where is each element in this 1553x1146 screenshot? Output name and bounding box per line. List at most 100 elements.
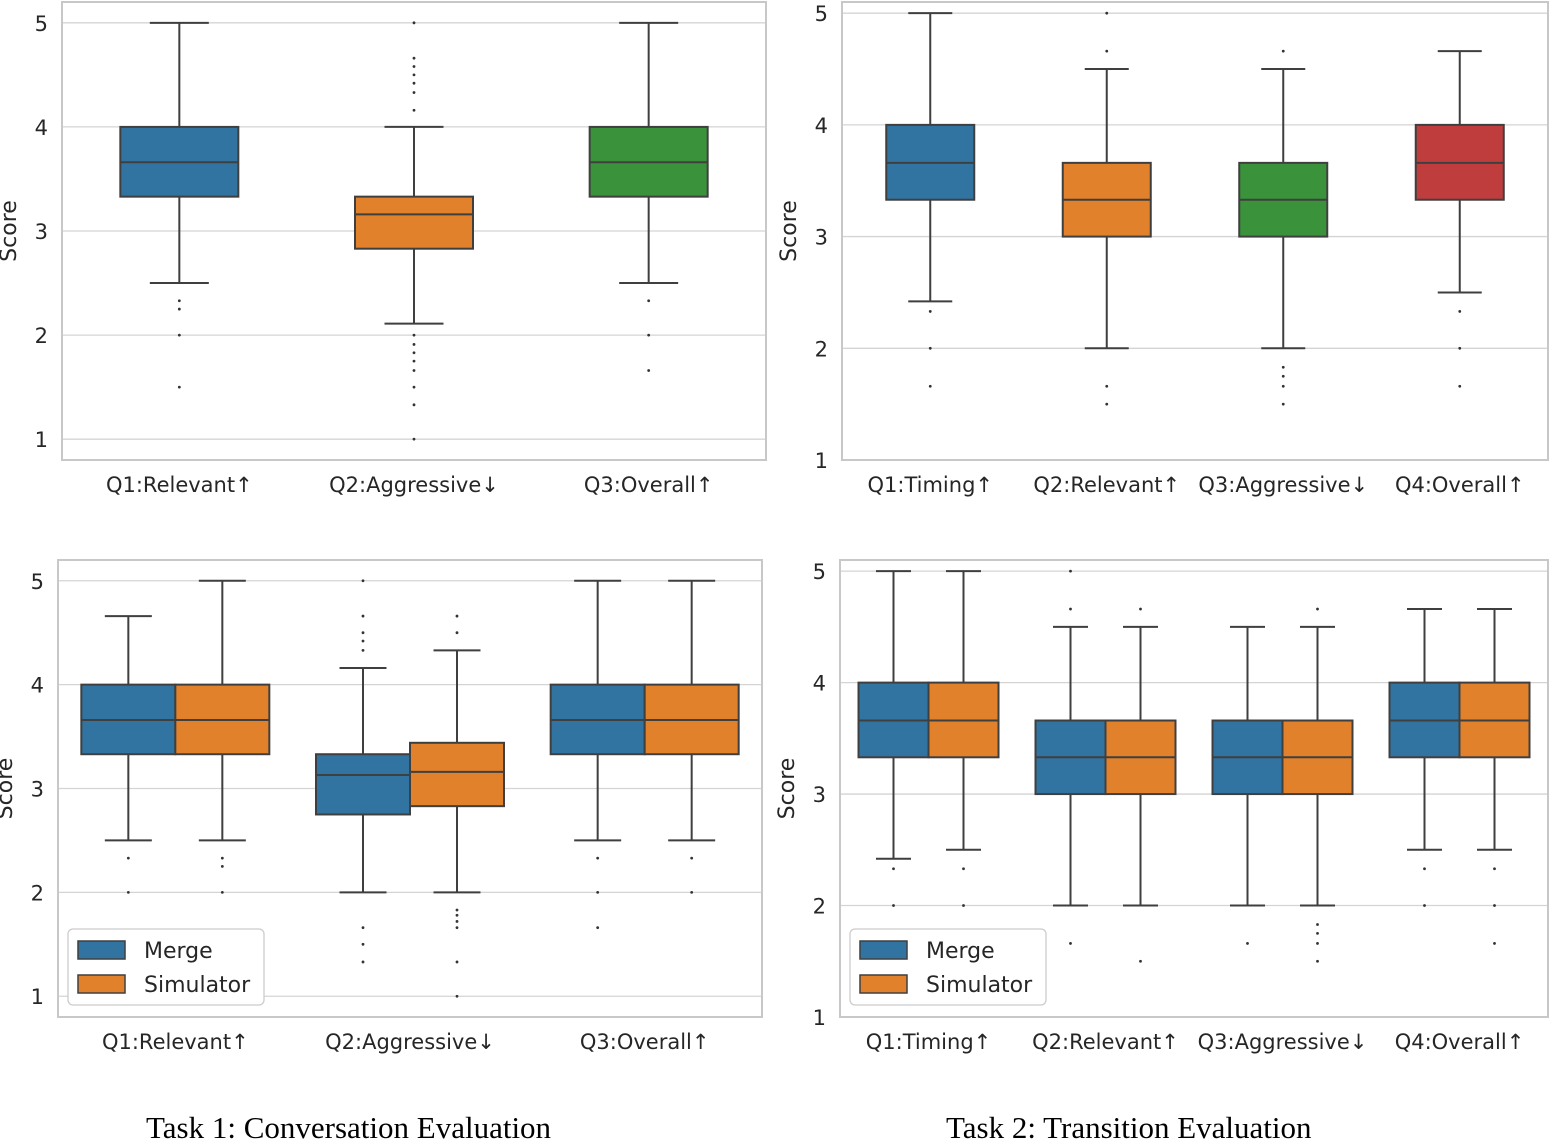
caption-task1: Task 1: Conversation Evaluation — [146, 1110, 552, 1145]
y-axis-label: Score — [0, 200, 22, 262]
box-series-q3-flier-1 — [647, 333, 651, 337]
y-tick-label-5: 5 — [31, 570, 44, 594]
y-tick-label-5: 5 — [813, 560, 826, 584]
box-simulator-q2-flier-5 — [455, 926, 459, 930]
box-simulator-q2 — [1104, 607, 1177, 963]
legend-swatch-merge — [859, 940, 908, 960]
box-merge-q2-flier-0 — [361, 579, 365, 583]
box-merge-q2-flier-1 — [1069, 607, 1072, 611]
box-series-q2-flier-14 — [412, 437, 416, 441]
box-series-q1-flier-3 — [177, 385, 181, 389]
box-simulator-q1-flier-1 — [220, 864, 224, 868]
box-merge-q2-flier-7 — [361, 960, 365, 964]
box-simulator-q1-flier-1 — [962, 904, 965, 907]
box-series-q4-flier-2 — [1458, 384, 1462, 388]
box-series-q2-flier-0 — [412, 21, 416, 25]
y-tick-label-2: 2 — [815, 337, 828, 361]
box-simulator-q3 — [643, 579, 740, 894]
box-series-q2-flier-5 — [412, 91, 416, 94]
box-series-q2-flier-9 — [412, 351, 416, 355]
box-series-q3-flier-2 — [1281, 374, 1285, 378]
box-series-q2-flier-8 — [412, 343, 416, 346]
y-axis-label: Score — [775, 758, 800, 820]
box-simulator-q3-flier-2 — [1316, 932, 1319, 935]
box-merge-q4-flier-0 — [1423, 867, 1426, 871]
legend-label-merge: Merge — [144, 939, 213, 964]
box-simulator-q3-flier-0 — [1316, 607, 1319, 611]
legend-label-simulator: Simulator — [926, 973, 1033, 998]
box-series-q2-flier-2 — [1105, 384, 1109, 388]
x-tick-label-3: Q3:Aggressive↓ — [1198, 473, 1368, 497]
box-series-q1-flier-2 — [177, 333, 181, 337]
box-series-q3-flier-2 — [647, 369, 651, 372]
y-tick-label-1: 1 — [35, 428, 48, 452]
box-merge-q2-flier-5 — [361, 926, 365, 930]
box-simulator-q3-flier-0 — [690, 856, 694, 860]
x-tick-label-2: Q2:Aggressive↓ — [325, 1030, 495, 1054]
box-series-q1 — [119, 21, 240, 389]
box-simulator-q4-flier-1 — [1493, 904, 1496, 907]
box-simulator-q2-flier-3 — [455, 913, 459, 917]
box-series-q4-flier-1 — [1458, 346, 1462, 350]
y-tick-label-1: 1 — [813, 1006, 826, 1030]
box-simulator-q2-flier-0 — [455, 614, 459, 618]
box-series-q1-flier-0 — [928, 310, 932, 313]
box-series-q2-flier-1 — [1105, 49, 1109, 53]
box-series-q4 — [1414, 50, 1505, 388]
x-tick-label-4: Q4:Overall↑ — [1395, 1030, 1525, 1054]
y-tick-label-4: 4 — [815, 114, 828, 138]
box-merge-q1 — [80, 615, 177, 894]
box-series-q3-flier-0 — [647, 299, 651, 303]
box-series-q1-flier-1 — [177, 307, 181, 311]
box-merge-q2 — [315, 579, 411, 964]
box-simulator-q2-flier-1 — [455, 631, 459, 635]
plot-frame — [57, 559, 763, 1018]
box-series-q2-flier-1 — [412, 56, 416, 60]
x-tick-label-3: Q3:Overall↑ — [580, 1030, 710, 1054]
x-tick-label-1: Q1:Timing↑ — [867, 473, 993, 497]
box-simulator-q4 — [1458, 608, 1531, 945]
y-tick-label-4: 4 — [813, 672, 826, 696]
x-tick-label-1: Q1:Relevant↑ — [102, 1030, 249, 1054]
box-series-q3-flier-1 — [1281, 365, 1285, 369]
box-series-q2-flier-6 — [412, 108, 416, 112]
legend-swatch-simulator — [859, 974, 908, 994]
box-simulator-q2-flier-0 — [1139, 607, 1142, 611]
figure-canvas: 1 2 3 4 5 Score Q1:Relevant↑ Q2:Aggressive↓ Q3:O… — [0, 1, 1549, 1054]
y-axis-label: Score — [0, 758, 18, 820]
box-series-q3-flier-3 — [1281, 384, 1285, 388]
x-tick-label-2: Q2:Relevant↑ — [1032, 1030, 1179, 1054]
box-series-q1-flier-2 — [928, 384, 932, 388]
box-merge-q1 — [857, 570, 930, 907]
box-series-q1 — [885, 12, 976, 388]
box-simulator-q3-flier-4 — [1316, 959, 1319, 963]
box-simulator-q2-flier-6 — [455, 960, 459, 964]
box-simulator-q2-box — [409, 741, 505, 808]
box-series-q2-flier-3 — [412, 73, 416, 77]
box-simulator-q2 — [409, 614, 505, 998]
y-tick-label-2: 2 — [35, 324, 48, 348]
legend-swatch-simulator — [77, 974, 126, 994]
x-tick-label-3: Q3:Overall↑ — [584, 473, 714, 497]
box-simulator-q4-flier-0 — [1493, 867, 1496, 871]
x-tick-label-1: Q1:Timing↑ — [866, 1030, 992, 1054]
box-merge-q1-flier-0 — [892, 867, 895, 871]
y-tick-label-2: 2 — [813, 895, 826, 919]
box-series-q3 — [588, 21, 709, 372]
box-series-q2-flier-4 — [412, 81, 416, 85]
plot-frame — [839, 559, 1549, 1018]
box-series-q3-flier-4 — [1281, 402, 1285, 406]
box-series-q4-flier-0 — [1458, 310, 1462, 313]
box-series-q1-flier-1 — [928, 346, 932, 350]
box-series-q1-flier-0 — [177, 299, 181, 303]
caption-task2: Task 2: Transition Evaluation — [946, 1110, 1312, 1145]
box-merge-q3 — [549, 579, 646, 930]
box-merge-q3-flier-1 — [596, 890, 600, 894]
box-merge-q2-flier-6 — [361, 942, 365, 946]
box-simulator-q3-flier-3 — [1316, 942, 1319, 945]
box-merge-q3 — [1211, 625, 1284, 945]
x-tick-label-1: Q1:Relevant↑ — [106, 473, 253, 497]
box-simulator-q3-flier-1 — [1316, 923, 1319, 926]
y-tick-label-4: 4 — [35, 116, 48, 140]
box-series-q2-box — [354, 195, 474, 250]
